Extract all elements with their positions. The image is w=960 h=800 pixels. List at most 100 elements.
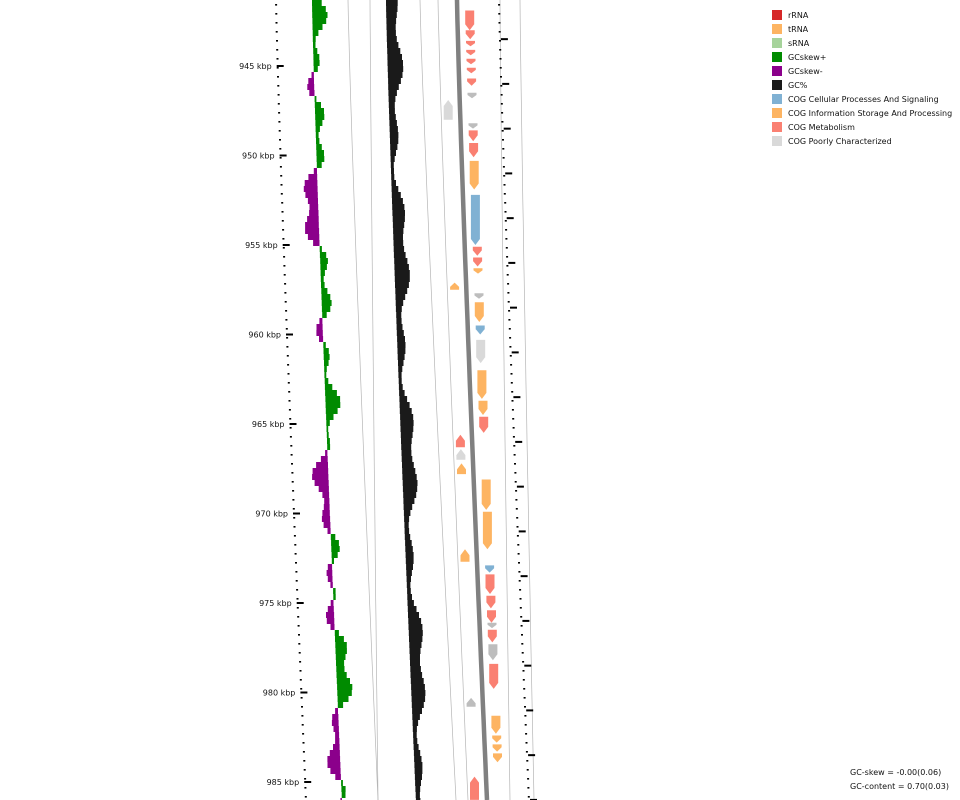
minor-tick-dot xyxy=(287,364,290,366)
major-tick-right xyxy=(518,530,526,533)
track-guide-line-3 xyxy=(437,0,469,800)
legend-swatch xyxy=(772,24,782,34)
gc-skew-positive-bar xyxy=(325,390,337,396)
minor-tick-dot xyxy=(298,652,301,654)
gc-skew-positive-bar xyxy=(333,588,336,594)
minor-tick-dot xyxy=(280,193,283,195)
gc-skew-positive-bar xyxy=(323,348,329,354)
gc-skew-negative-bar xyxy=(330,582,333,588)
gc-content-bar xyxy=(399,396,408,402)
minor-tick-dot xyxy=(304,787,307,789)
gc-skew-positive-bar xyxy=(324,360,329,366)
gene-features-track xyxy=(443,10,502,800)
minor-tick-dot xyxy=(280,175,283,177)
gc-skew-positive-bar xyxy=(326,414,334,420)
major-tick-right xyxy=(524,664,532,667)
gc-skew-positive-bar xyxy=(320,270,325,276)
track-guide-line-0 xyxy=(347,0,379,800)
gc-content-bar xyxy=(391,192,401,198)
minor-tick-dot xyxy=(282,238,285,240)
gc-content-bar xyxy=(392,222,405,228)
legend-item: GC% xyxy=(772,78,952,92)
gc-content-bar xyxy=(390,162,394,168)
minor-tick-dot xyxy=(304,778,307,780)
minor-tick-dot xyxy=(287,382,290,384)
minor-tick-dot xyxy=(294,544,297,546)
gc-skew-negative-bar xyxy=(303,186,318,192)
tick-label: 985 kbp xyxy=(267,778,300,787)
minor-tick-dot xyxy=(521,643,524,645)
minor-tick-dot xyxy=(285,328,288,330)
minor-tick-dot xyxy=(286,355,289,357)
minor-tick-dot xyxy=(290,454,293,456)
legend-item: GCskew- xyxy=(772,64,952,78)
gc-skew-positive-bar xyxy=(336,660,345,666)
gc-content-bar xyxy=(392,198,403,204)
minor-tick-dot xyxy=(502,139,504,141)
minor-tick-dot xyxy=(296,598,299,600)
minor-tick-dot xyxy=(512,427,515,429)
minor-tick-dot xyxy=(502,148,505,150)
gc-content-bar xyxy=(398,384,403,390)
minor-tick-dot xyxy=(503,184,506,186)
major-tick-left xyxy=(282,244,290,246)
gc-skew-negative-bar xyxy=(316,330,323,336)
minor-tick-dot xyxy=(501,130,504,132)
gc-skew-positive-bar xyxy=(315,132,319,138)
gc-skew-positive-bar xyxy=(336,666,345,672)
gc-skew-positive-bar xyxy=(321,306,331,312)
gc-content-bar xyxy=(396,312,402,318)
gc-skew-positive-bar xyxy=(313,42,316,48)
minor-tick-dot xyxy=(509,355,512,357)
minor-tick-dot xyxy=(292,490,295,492)
gc-content-bar xyxy=(386,24,396,30)
minor-tick-dot xyxy=(515,508,518,510)
gc-skew-positive-bar xyxy=(321,288,328,294)
minor-tick-dot xyxy=(290,445,293,447)
gc-content-bar xyxy=(403,504,413,510)
gc-content-track xyxy=(386,0,426,800)
legend-item: tRNA xyxy=(772,22,952,36)
minor-tick-dot xyxy=(284,283,287,285)
tick-label: 945 kbp xyxy=(239,62,272,71)
minor-tick-dot xyxy=(500,94,503,96)
minor-tick-dot xyxy=(506,274,509,276)
minor-tick-dot xyxy=(295,571,298,573)
gc-skew-positive-bar xyxy=(341,780,343,786)
gc-skew-negative-bar xyxy=(319,336,324,342)
gc-skew-negative-bar xyxy=(307,198,318,204)
gc-skew-positive-bar xyxy=(316,156,325,162)
gc-skew-positive-bar xyxy=(316,162,322,168)
gc-content-bar xyxy=(399,408,412,414)
gc-skew-negative-bar xyxy=(330,600,334,606)
minor-tick-dot xyxy=(508,319,511,321)
gc-skew-negative-bar xyxy=(320,456,328,462)
gc-skew-positive-bar xyxy=(334,630,339,636)
gc-content-bar xyxy=(415,780,421,786)
minor-tick-dot xyxy=(527,778,530,780)
gc-content-bar xyxy=(393,240,404,246)
minor-tick-dot xyxy=(527,796,530,798)
gene-arrow-cellular xyxy=(470,194,480,245)
gene-arrow-information xyxy=(481,479,491,510)
gc-content-bar xyxy=(407,600,414,606)
legend-label: COG Cellular Processes And Signaling xyxy=(788,94,939,104)
gene-arrow-unknown xyxy=(467,92,477,99)
gc-skew-negative-bar xyxy=(313,240,320,246)
legend-label: GCskew- xyxy=(788,66,823,76)
gc-skew-positive-bar xyxy=(335,654,346,660)
gc-skew-positive-bar xyxy=(325,396,341,402)
minor-tick-dot xyxy=(513,454,516,456)
gc-skew-negative-bar xyxy=(335,732,340,738)
gc-skew-negative-bar xyxy=(335,738,340,744)
gc-skew-positive-bar xyxy=(331,540,339,546)
gc-skew-negative-bar xyxy=(327,762,341,768)
gc-content-bar xyxy=(412,708,422,714)
major-tick-left xyxy=(289,423,297,425)
major-tick-right xyxy=(530,798,537,800)
gc-skew-negative-bar xyxy=(307,84,315,90)
gc-skew-positive-bar xyxy=(331,546,340,552)
gc-skew-negative-bar xyxy=(308,78,314,84)
gc-content-bar xyxy=(390,156,395,162)
